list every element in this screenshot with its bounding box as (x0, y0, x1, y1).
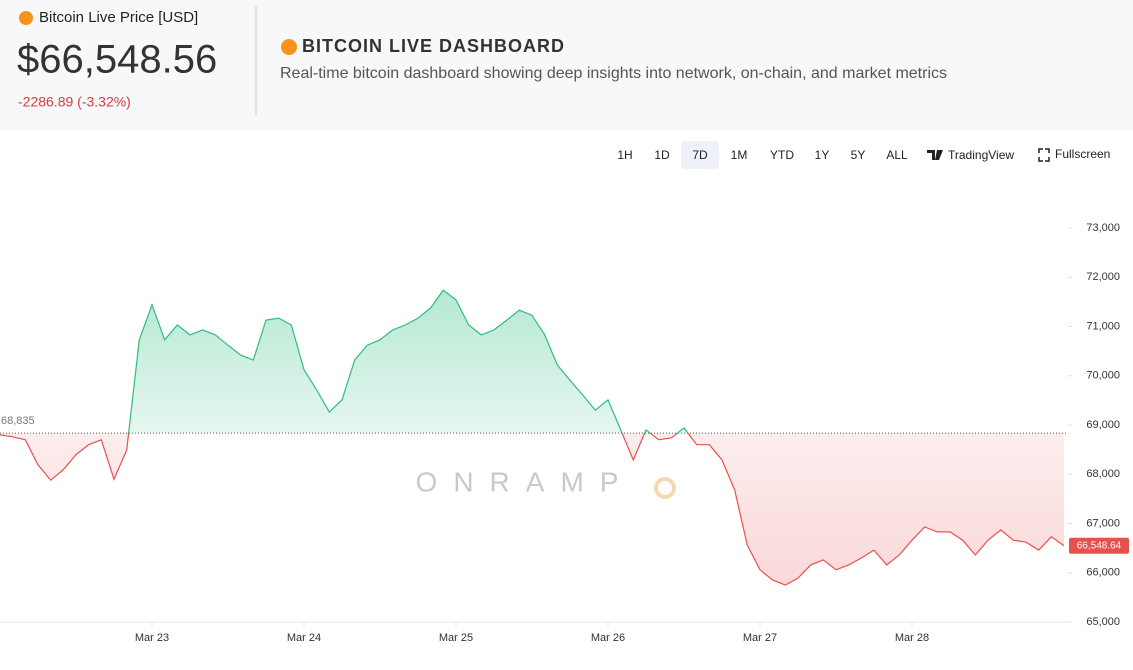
dashboard-title: BITCOIN LIVE DASHBOARD (302, 36, 565, 56)
price: $66,548.56 (17, 38, 217, 82)
range-selected (681, 141, 719, 169)
baseline-label: 68,835 (1, 415, 35, 427)
fullscreen-label[interactable]: Fullscreen (1055, 147, 1110, 161)
range-button[interactable]: YTD (770, 148, 794, 162)
last-price-tag (1069, 537, 1129, 554)
header-background (0, 0, 1133, 130)
dashboard-subtitle: Real-time bitcoin dashboard showing deep… (280, 65, 947, 82)
x-tick-label: Mar 26 (591, 632, 625, 644)
x-tick-label: Mar 28 (895, 632, 929, 644)
range-button[interactable]: 7D (692, 148, 708, 162)
tradingview-icon (927, 150, 943, 160)
x-tick-label: Mar 24 (287, 632, 321, 644)
y-tick-label: 71,000 (1086, 320, 1120, 332)
x-tick-label: Mar 25 (439, 632, 473, 644)
x-tick-label: Mar 23 (135, 632, 169, 644)
tradingview-logo[interactable]: TradingView (927, 148, 1014, 162)
fullscreen-icon (1038, 148, 1050, 162)
bitcoin-icon (281, 39, 297, 55)
y-tick-label: 66,000 (1086, 567, 1120, 579)
watermark: ONRAMP (416, 466, 635, 497)
y-tick-label: 73,000 (1086, 222, 1120, 234)
watermark-logo (654, 477, 676, 499)
price-line (0, 289, 1065, 586)
tradingview-label[interactable]: TradingView (948, 148, 1014, 162)
y-tick-label: 68,000 (1086, 468, 1120, 480)
fullscreen-button[interactable]: Fullscreen (1038, 147, 1110, 162)
area (0, 290, 1064, 586)
range-button[interactable]: 1Y (815, 148, 830, 162)
x-tick-label: Mar 27 (743, 632, 777, 644)
range-button[interactable]: 1D (654, 148, 670, 162)
range-button[interactable]: 1H (617, 148, 632, 162)
y-tick-label: 72,000 (1086, 271, 1120, 283)
range-button[interactable]: 5Y (851, 148, 866, 162)
price-label: Bitcoin Live Price [USD] (39, 9, 198, 26)
range-button[interactable]: ALL (886, 148, 908, 162)
last-price-label: 66,548.64 (1077, 540, 1122, 551)
y-tick-label: 69,000 (1086, 419, 1120, 431)
bitcoin-icon (19, 11, 33, 25)
price-change: -2286.89 (-3.32%) (18, 94, 131, 110)
y-tick-label: 70,000 (1086, 370, 1120, 382)
y-tick-label: 67,000 (1086, 517, 1120, 529)
y-tick-label: 65,000 (1086, 616, 1120, 628)
range-button[interactable]: 1M (731, 148, 748, 162)
